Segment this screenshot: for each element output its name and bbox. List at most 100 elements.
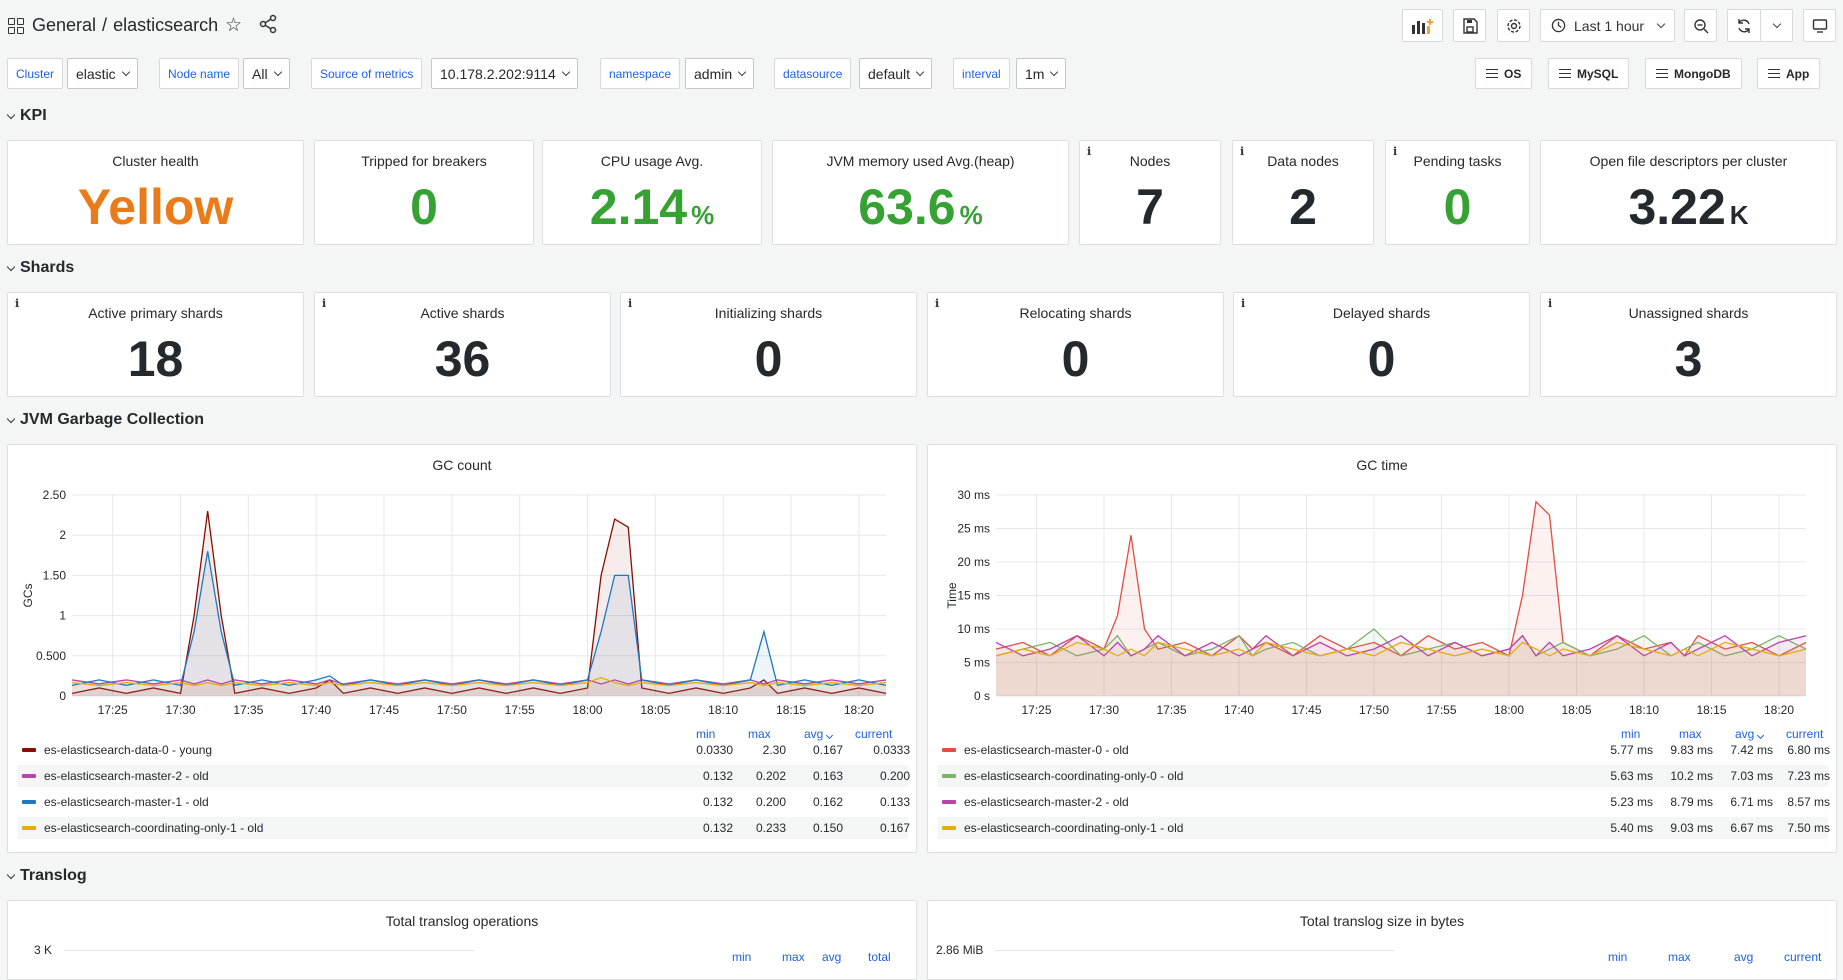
panel-gc-time[interactable]: GC time 30 ms 25 ms 20 ms 15 ms 10 ms 5 ms 0 s…: [927, 444, 1837, 853]
shard-panel-unassigned-shards[interactable]: i Unassigned shards 3: [1540, 292, 1837, 397]
legend-series-name[interactable]: es-elasticsearch-master-1 - old: [44, 795, 209, 809]
share-icon[interactable]: [258, 14, 278, 34]
row-header-translog[interactable]: Translog: [6, 867, 87, 885]
variable-select-interval[interactable]: 1m: [1016, 58, 1067, 89]
variable-select-source-of-metrics[interactable]: 10.178.2.202:9114: [431, 58, 578, 89]
legend-series-name[interactable]: es-elasticsearch-coordinating-only-1 - o…: [964, 821, 1184, 835]
info-icon[interactable]: i: [1087, 145, 1092, 158]
kpi-panel-tripped-for-breakers[interactable]: Tripped for breakers 0: [314, 140, 534, 245]
legend-series-name[interactable]: es-elasticsearch-data-0 - young: [44, 743, 213, 757]
legend-swatch[interactable]: [942, 748, 956, 752]
kpi-panel-data-nodes[interactable]: i Data nodes 2: [1232, 140, 1374, 245]
legend-series-name[interactable]: es-elasticsearch-master-2 - old: [964, 795, 1129, 809]
dashboard-link-mongodb[interactable]: MongoDB: [1645, 58, 1742, 89]
shard-panel-active-shards[interactable]: i Active shards 36: [314, 292, 611, 397]
legend-row[interactable]: es-elasticsearch-coordinating-only-0 - o…: [938, 765, 1830, 787]
shard-panel-active-primary-shards[interactable]: i Active primary shards 18: [7, 292, 304, 397]
legend-row[interactable]: es-elasticsearch-master-2 - old 5.23 ms 8.…: [938, 791, 1830, 813]
breadcrumb-dashboard[interactable]: elasticsearch: [113, 15, 219, 35]
legend-header-max[interactable]: max: [782, 950, 805, 964]
legend-row[interactable]: es-elasticsearch-master-1 - old 0.132 0.20…: [18, 791, 910, 813]
legend-header-avg[interactable]: avg: [822, 950, 842, 964]
legend-swatch[interactable]: [22, 748, 36, 752]
info-icon[interactable]: i: [935, 297, 940, 310]
gc-time-chart[interactable]: 30 ms 25 ms 20 ms 15 ms 10 ms 5 ms 0 s 17:25 17:…: [928, 445, 1838, 715]
variable-select-cluster[interactable]: elastic: [67, 58, 138, 89]
legend-swatch[interactable]: [942, 826, 956, 830]
panel-translog-operations[interactable]: Total translog operations 3 K min max av…: [7, 900, 917, 980]
legend-header-min[interactable]: min: [696, 727, 716, 741]
y-axis-tick: 10 ms: [957, 622, 990, 636]
legend-swatch[interactable]: [942, 800, 956, 804]
legend-row[interactable]: es-elasticsearch-coordinating-only-1 - o…: [938, 817, 1830, 839]
refresh-interval-dropdown[interactable]: [1760, 9, 1793, 42]
info-icon[interactable]: i: [1240, 145, 1245, 158]
legend-header-current[interactable]: current: [1784, 950, 1822, 964]
legend-row[interactable]: es-elasticsearch-data-0 - young 0.0330 2.3…: [18, 739, 910, 761]
add-panel-button[interactable]: [1402, 9, 1443, 42]
info-icon[interactable]: i: [628, 297, 633, 310]
legend-row[interactable]: es-elasticsearch-master-0 - old 5.77 ms 9.…: [938, 739, 1830, 761]
shard-panel-initializing-shards[interactable]: i Initializing shards 0: [620, 292, 917, 397]
legend-header-avg[interactable]: avg: [1735, 727, 1764, 741]
row-title-kpi: KPI: [20, 107, 47, 124]
info-icon[interactable]: i: [1241, 297, 1246, 310]
panel-gc-count[interactable]: GC count 2.50 2 1.50 1 0.500 0 17:25 17:30 17:35…: [7, 444, 917, 853]
row-header-shards[interactable]: Shards: [6, 259, 74, 277]
kpi-panel-pending-tasks[interactable]: i Pending tasks 0: [1385, 140, 1530, 245]
breadcrumb-folder[interactable]: General: [32, 15, 97, 35]
kpi-panel-nodes[interactable]: i Nodes 7: [1079, 140, 1221, 245]
time-picker-button[interactable]: Last 1 hour: [1540, 9, 1675, 42]
variable-select-node-name[interactable]: All: [243, 58, 290, 89]
dashboard-link-os[interactable]: OS: [1475, 58, 1533, 89]
info-icon[interactable]: i: [322, 297, 327, 310]
legend-header-current[interactable]: current: [1786, 727, 1824, 741]
row-header-kpi[interactable]: KPI: [6, 107, 47, 125]
legend-header-min[interactable]: min: [1621, 727, 1641, 741]
panel-translog-size[interactable]: Total translog size in bytes 2.86 MiB mi…: [927, 900, 1837, 980]
legend-header-max[interactable]: max: [748, 727, 771, 741]
legend-series-name[interactable]: es-elasticsearch-master-2 - old: [44, 769, 209, 783]
legend-header-avg[interactable]: avg: [804, 727, 833, 741]
legend-header-max[interactable]: max: [1668, 950, 1691, 964]
legend-row[interactable]: es-elasticsearch-coordinating-only-1 - o…: [18, 817, 910, 839]
legend-series-name[interactable]: es-elasticsearch-coordinating-only-1 - o…: [44, 821, 264, 835]
legend-header-max[interactable]: max: [1679, 727, 1702, 741]
view-mode-button[interactable]: [1803, 9, 1836, 42]
kpi-panel-cluster-health[interactable]: Cluster health Yellow: [7, 140, 304, 245]
dashboards-grid-icon[interactable]: [8, 18, 24, 34]
zoom-out-button[interactable]: [1684, 9, 1717, 42]
shard-panel-delayed-shards[interactable]: i Delayed shards 0: [1233, 292, 1530, 397]
settings-button[interactable]: [1497, 9, 1530, 42]
dashboard-link-mysql[interactable]: MySQL: [1548, 58, 1630, 89]
legend-series-name[interactable]: es-elasticsearch-coordinating-only-0 - o…: [964, 769, 1184, 783]
legend-header-total[interactable]: total: [868, 950, 891, 964]
legend-header-avg[interactable]: avg: [1734, 950, 1754, 964]
kpi-panel-cpu-usage-avg[interactable]: CPU usage Avg. 2.14%: [542, 140, 762, 245]
stat-value: 18: [127, 331, 184, 387]
star-icon[interactable]: ☆: [225, 15, 243, 36]
legend-swatch[interactable]: [942, 774, 956, 778]
legend-header-current[interactable]: current: [855, 727, 893, 741]
legend-swatch[interactable]: [22, 800, 36, 804]
legend-series-name[interactable]: es-elasticsearch-master-0 - old: [964, 743, 1129, 757]
x-axis-tick: 17:55: [1426, 703, 1456, 715]
legend-header-min[interactable]: min: [1608, 950, 1628, 964]
shard-panel-relocating-shards[interactable]: i Relocating shards 0: [927, 292, 1224, 397]
kpi-panel-jvm-memory-used-avg-heap[interactable]: JVM memory used Avg.(heap) 63.6%: [772, 140, 1069, 245]
refresh-button[interactable]: [1727, 9, 1761, 42]
info-icon[interactable]: i: [1548, 297, 1553, 310]
kpi-panel-open-file-descriptors-per-cluster[interactable]: Open file descriptors per cluster 3.22 K: [1540, 140, 1837, 245]
legend-swatch[interactable]: [22, 774, 36, 778]
info-icon[interactable]: i: [15, 297, 20, 310]
save-dashboard-button[interactable]: [1453, 9, 1486, 42]
legend-swatch[interactable]: [22, 826, 36, 830]
gc-count-chart[interactable]: 2.50 2 1.50 1 0.500 0 17:25 17:30 17:35 17:40 17:4…: [8, 445, 918, 715]
legend-header-min[interactable]: min: [732, 950, 752, 964]
variable-select-datasource[interactable]: default: [859, 58, 933, 89]
dashboard-link-app[interactable]: App: [1757, 58, 1821, 89]
info-icon[interactable]: i: [1393, 145, 1398, 158]
legend-row[interactable]: es-elasticsearch-master-2 - old 0.132 0.20…: [18, 765, 910, 787]
variable-select-namespace[interactable]: admin: [685, 58, 755, 89]
row-header-jvm-gc[interactable]: JVM Garbage Collection: [6, 411, 204, 429]
